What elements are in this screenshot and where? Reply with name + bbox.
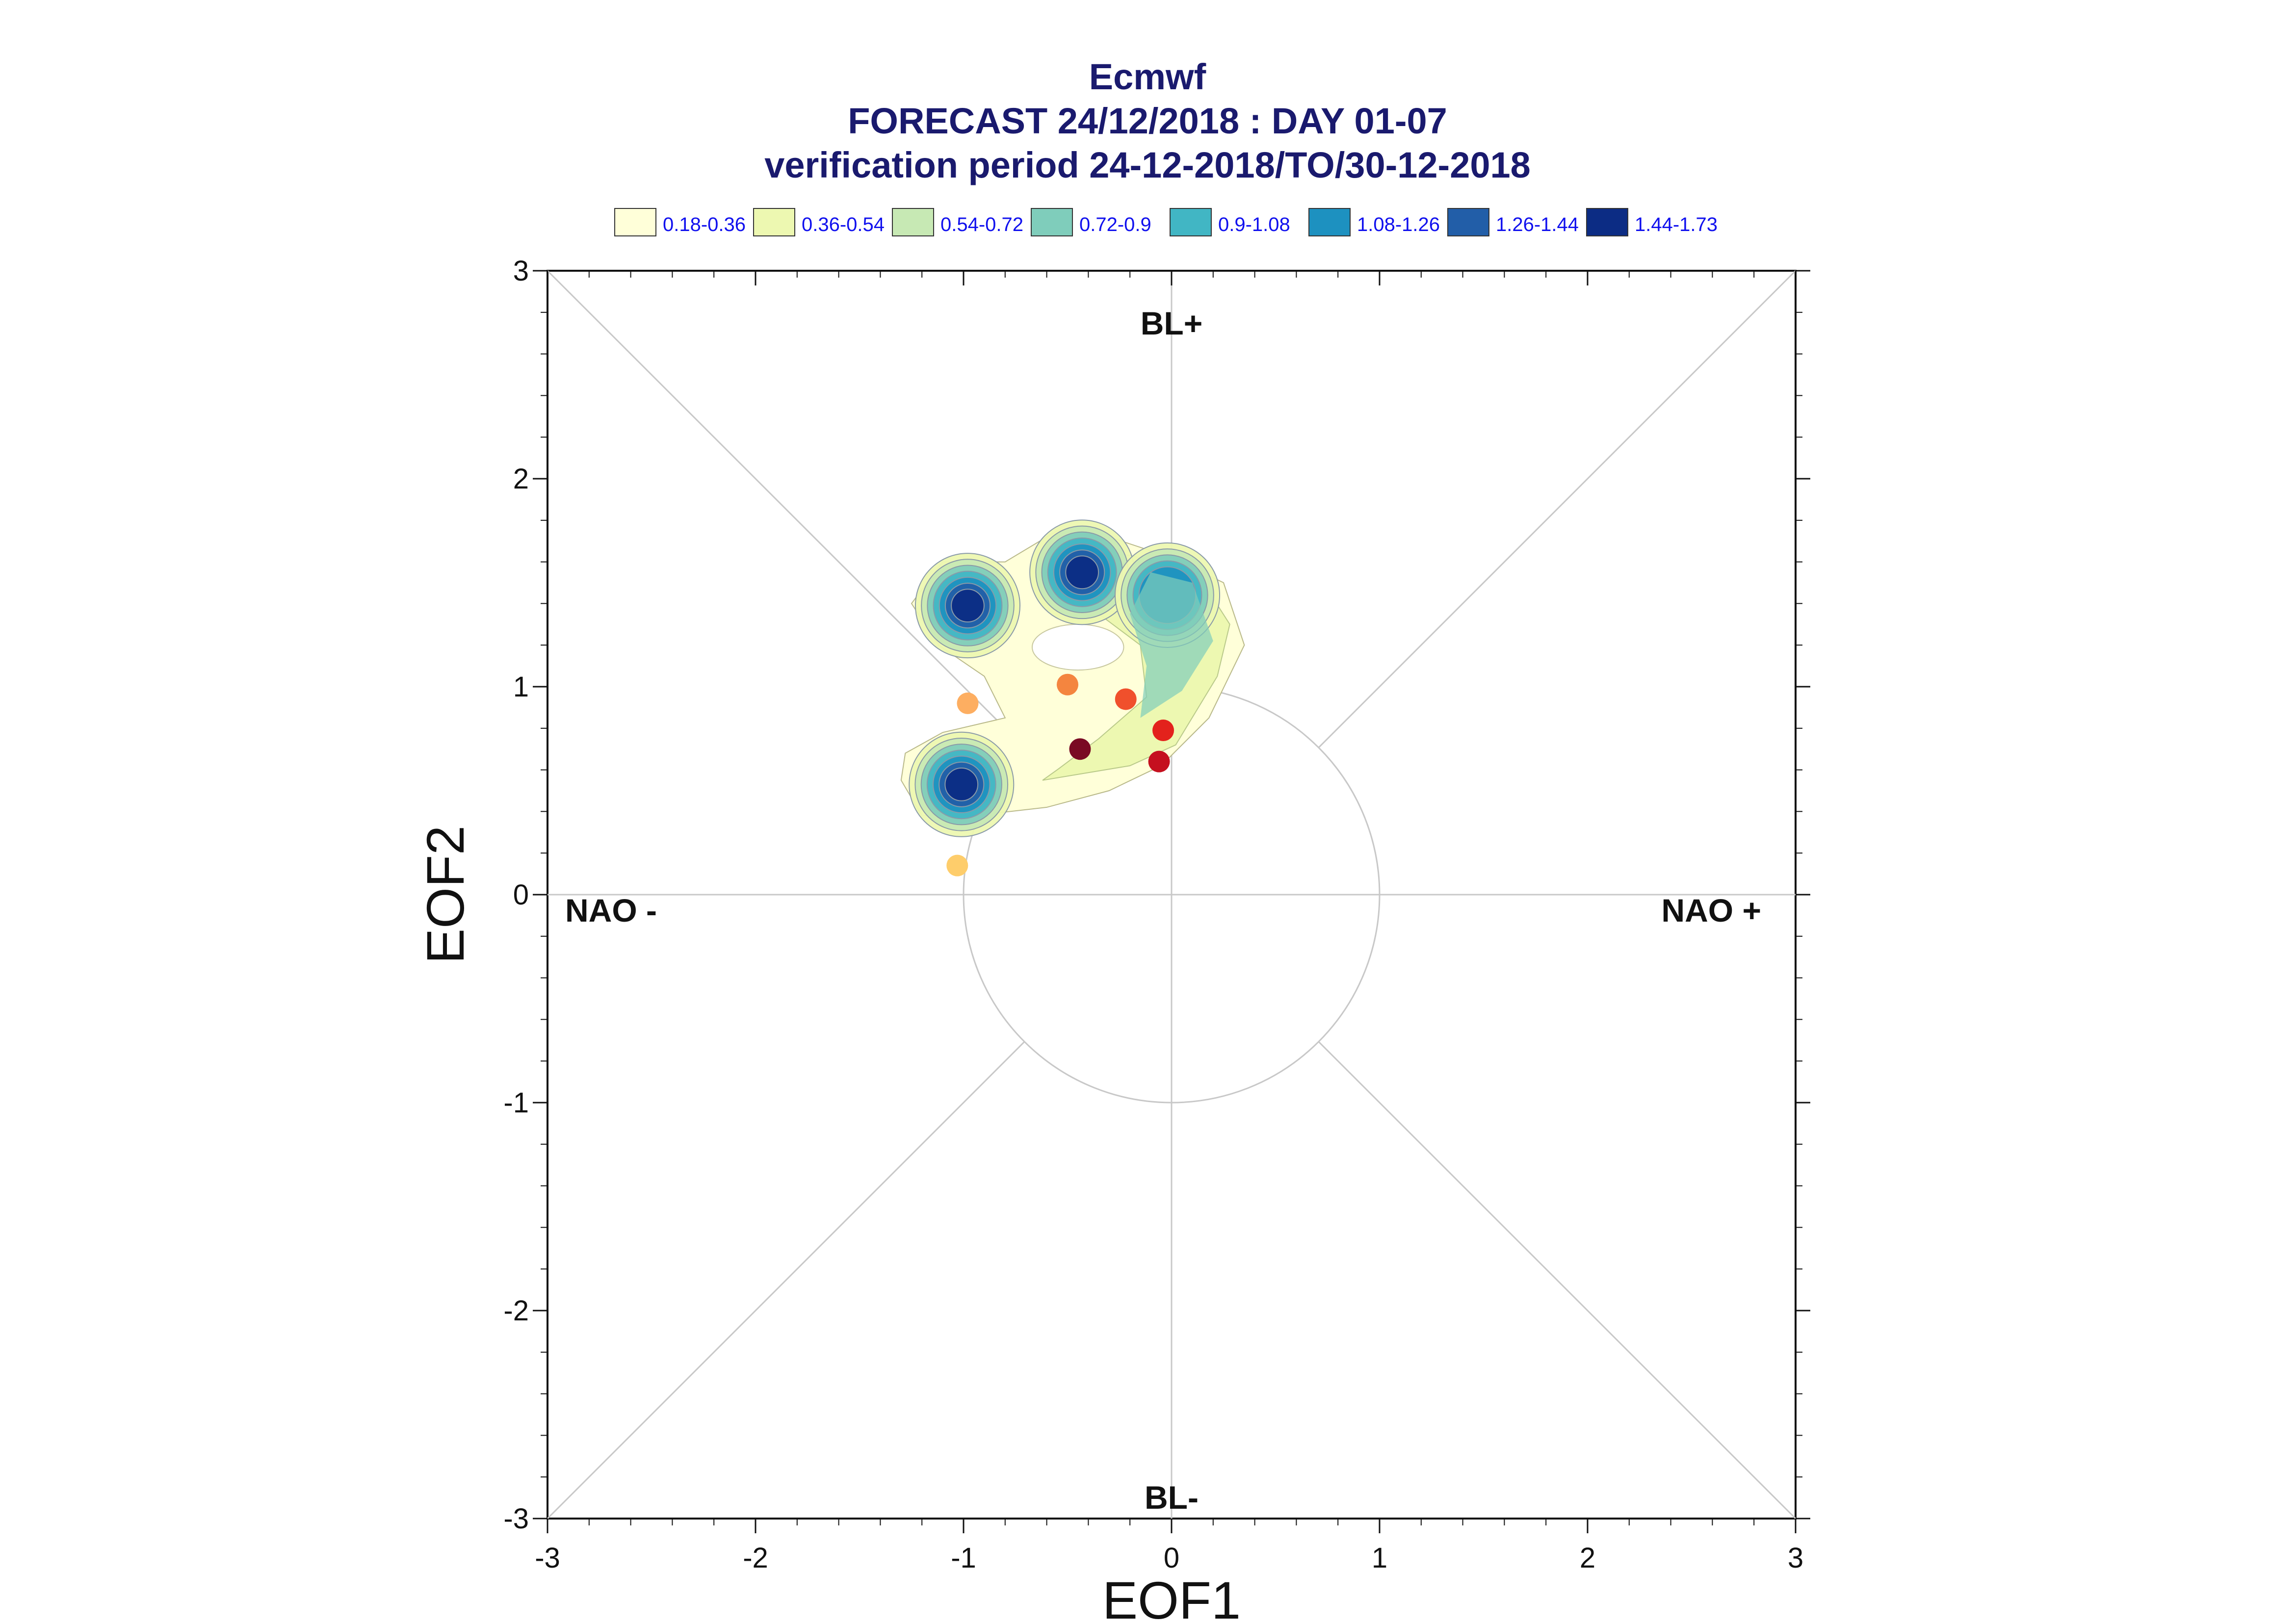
diagonal-guide [1318,1041,1797,1520]
x-tick-label: 0 [1164,1542,1179,1574]
density-contours [900,519,1245,837]
legend-swatch [1308,208,1351,236]
title-line-3: verification period 24-12-2018/TO/30-12-… [764,145,1531,185]
legend-label: 0.36-0.54 [802,214,885,235]
density-ridge [1130,572,1213,718]
legend-label: 0.72-0.9 [1079,214,1151,235]
x-tick-label: -3 [535,1542,560,1574]
forecast-point [957,692,979,714]
regime-label-nao-plus: NAO + [1661,892,1761,928]
legend-swatch [892,208,934,236]
forecast-point [946,854,968,876]
chart-title-block: Ecmwf FORECAST 24/12/2018 : DAY 01-07 ve… [764,56,1531,185]
reference-guides [547,270,1797,1520]
x-axis-title: EOF1 [1102,1571,1241,1624]
axis-ticks: -3 -2 -1 0 1 2 3 -3 -2 -1 0 1 2 3 [503,255,1810,1574]
legend-swatch [1170,208,1212,236]
legend-label: 0.54-0.72 [940,214,1023,235]
density-peak-ring [1065,555,1099,590]
y-tick-label: 2 [513,463,529,495]
legend-label: 1.44-1.73 [1635,214,1718,235]
legend-swatch [753,208,795,236]
regime-label-bl-plus: BL+ [1141,305,1203,341]
forecast-point [1069,738,1091,760]
diagonal-guide [547,1041,1025,1520]
y-tick-label: -1 [503,1087,529,1119]
legend-swatch [1447,208,1489,236]
legend-swatch [1031,208,1073,236]
regime-label-nao-minus: NAO - [565,892,657,928]
x-tick-label: 3 [1788,1542,1803,1574]
density-hole [1031,623,1124,671]
forecast-points [946,673,1174,876]
legend-label: 1.08-1.26 [1357,214,1440,235]
title-line-2: FORECAST 24/12/2018 : DAY 01-07 [848,101,1447,141]
y-tick-label: 3 [513,255,529,287]
forecast-point [1152,720,1174,742]
legend-label: 0.18-0.36 [663,214,746,235]
plot-area: -3 -2 -1 0 1 2 3 -3 -2 -1 0 1 2 3 [503,255,1810,1574]
regime-labels: BL+ BL- NAO - NAO + [565,305,1761,1516]
y-tick-label: -3 [503,1503,529,1535]
density-legend: 0.18-0.36 0.36-0.54 0.54-0.72 0.72-0.9 0.9-1… [614,208,1718,236]
regime-label-bl-minus: BL- [1145,1479,1199,1516]
legend-label: 0.9-1.08 [1218,214,1290,235]
diagonal-guide [1318,270,1797,748]
x-tick-label: 1 [1372,1542,1387,1574]
legend-swatch [614,208,656,236]
x-tick-label: -1 [951,1542,976,1574]
forecast-point [1115,688,1137,710]
x-tick-label: 2 [1580,1542,1595,1574]
y-tick-label: 0 [513,879,529,911]
y-axis-title: EOF2 [416,825,475,964]
legend-swatch [1586,208,1628,236]
y-tick-label: 1 [513,671,529,703]
forecast-point [1148,750,1170,773]
diagonal-guide [547,270,1025,748]
forecast-point [1057,673,1078,696]
density-peak-ring [951,589,985,623]
x-tick-label: -2 [743,1542,768,1574]
y-tick-label: -2 [503,1295,529,1327]
title-line-1: Ecmwf [1089,56,1206,97]
density-peak-ring [944,767,979,801]
legend-label: 1.26-1.44 [1496,214,1579,235]
